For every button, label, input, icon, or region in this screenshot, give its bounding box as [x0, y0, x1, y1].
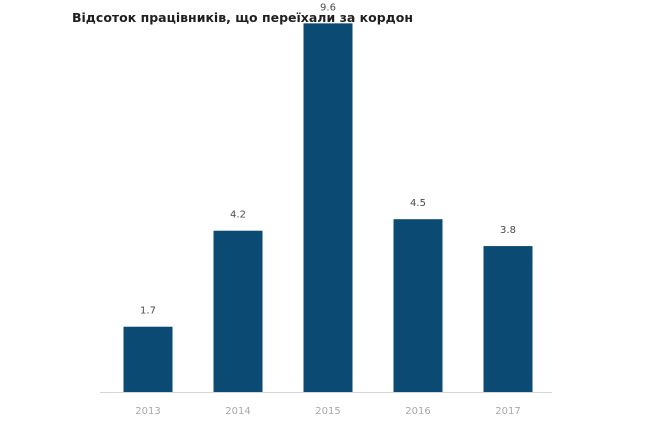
value-label-2013: 1.7	[140, 306, 156, 317]
value-label-2014: 4.2	[230, 210, 246, 221]
x-tick-labels-group: 2013 2014 2015 2016 2017	[135, 406, 520, 417]
bar-2014	[213, 230, 263, 392]
bar-2017	[483, 246, 533, 392]
x-tick-label-2015: 2015	[315, 406, 340, 417]
bar-2015	[303, 23, 353, 393]
chart-title: Відсоток працівників, що переїхали за ко…	[72, 10, 413, 25]
x-tick-label-2017: 2017	[495, 406, 520, 417]
x-tick-label-2014: 2014	[225, 406, 250, 417]
x-tick-label-2013: 2013	[135, 406, 160, 417]
value-label-2016: 4.5	[410, 198, 426, 209]
value-label-2017: 3.8	[500, 225, 516, 236]
value-label-2015: 9.6	[320, 2, 336, 13]
value-labels-group: 1.7 4.2 9.6 4.5 3.8	[140, 2, 516, 316]
bar-2016	[393, 219, 443, 392]
x-tick-label-2016: 2016	[405, 406, 430, 417]
bar-2013	[123, 326, 173, 392]
bars-group	[123, 23, 533, 393]
